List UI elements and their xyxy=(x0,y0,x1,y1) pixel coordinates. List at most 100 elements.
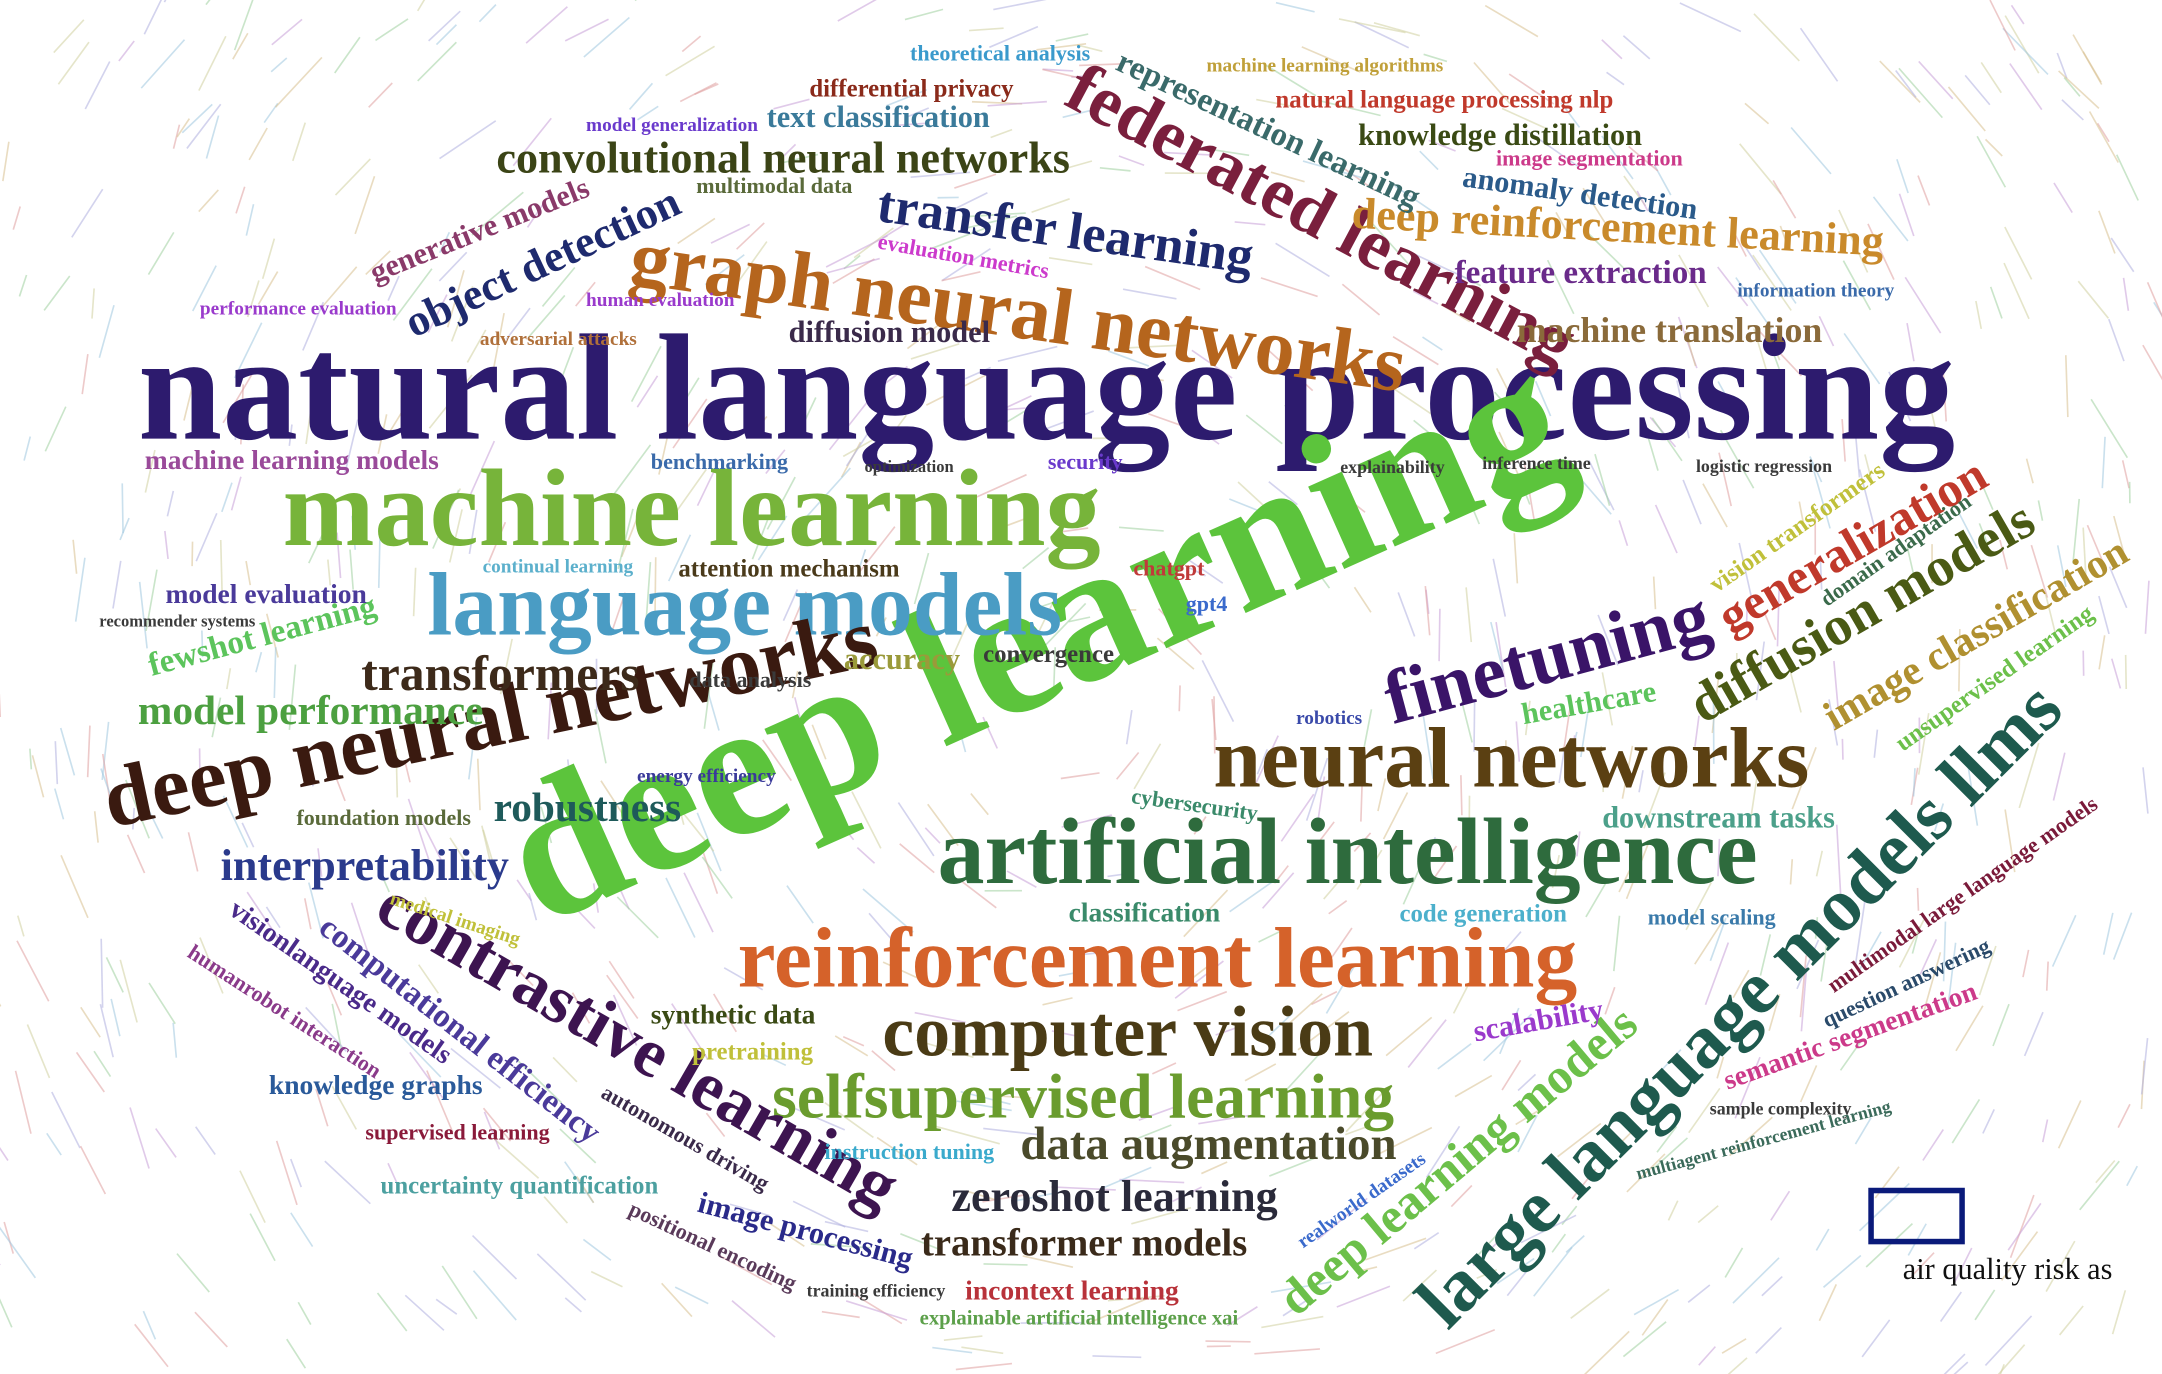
noise-dash xyxy=(398,1033,442,1078)
noise-dash xyxy=(75,1051,105,1093)
noise-dash xyxy=(970,793,989,816)
noise-dash xyxy=(1580,707,1590,758)
noise-dash xyxy=(29,748,33,770)
noise-dash xyxy=(273,647,277,698)
noise-dash xyxy=(1735,277,1773,330)
noise-dash xyxy=(1601,135,1634,180)
noise-dash xyxy=(336,532,342,579)
noise-dash xyxy=(897,802,935,857)
noise-dash xyxy=(1116,751,1140,780)
noise-dash xyxy=(821,1310,860,1319)
noise-dash xyxy=(824,1101,874,1139)
word: interpretability xyxy=(221,841,509,890)
noise-dash xyxy=(1498,431,1523,482)
noise-dash xyxy=(1618,520,1629,546)
noise-dash xyxy=(2088,111,2119,163)
noise-dash xyxy=(961,881,997,909)
noise-dash xyxy=(143,0,163,35)
noise-dash xyxy=(1119,1178,1185,1184)
noise-dash xyxy=(1879,60,1921,103)
noise-dash xyxy=(144,449,156,493)
noise-dash xyxy=(172,1022,178,1058)
word: natural language processing xyxy=(138,304,1955,473)
noise-dash xyxy=(1373,21,1420,37)
noise-dash xyxy=(1195,426,1220,445)
noise-dash xyxy=(792,1200,846,1228)
noise-dash xyxy=(468,509,478,554)
noise-dash xyxy=(1799,27,1839,82)
noise-dash xyxy=(945,192,988,215)
noise-dash xyxy=(331,1003,343,1050)
noise-dash xyxy=(0,1298,13,1328)
noise-dash xyxy=(1501,107,1547,129)
noise-dash xyxy=(993,0,1047,11)
noise-dash xyxy=(677,217,716,245)
noise-dash xyxy=(2061,99,2084,121)
noise-dash xyxy=(53,788,65,820)
noise-dash xyxy=(53,19,85,54)
noise-dash xyxy=(134,1323,169,1368)
noise-dash xyxy=(751,517,770,560)
selection-box[interactable] xyxy=(1868,1187,1965,1245)
word: uncertainty quantification xyxy=(381,1172,659,1199)
noise-dash xyxy=(2052,752,2066,801)
noise-dash xyxy=(1353,832,1372,852)
noise-dash xyxy=(126,834,146,874)
noise-dash xyxy=(525,6,568,44)
word: knowledge graphs xyxy=(269,1069,483,1100)
noise-dash xyxy=(1604,986,1616,1015)
noise-dash xyxy=(245,560,252,586)
noise-dash xyxy=(1779,225,1790,250)
noise-dash xyxy=(219,540,224,598)
noise-dash xyxy=(1174,960,1224,999)
noise-dash xyxy=(1495,368,1511,396)
noise-dash xyxy=(1060,527,1089,533)
noise-dash xyxy=(302,301,325,351)
noise-dash xyxy=(499,638,513,695)
word: foundation models xyxy=(296,805,471,830)
noise-dash xyxy=(592,883,600,913)
noise-dash xyxy=(694,83,719,96)
noise-dash xyxy=(665,45,716,77)
noise-dash xyxy=(1678,254,1710,308)
noise-dash xyxy=(719,1254,773,1286)
noise-dash xyxy=(1612,915,1621,972)
word: convergence xyxy=(983,641,1114,668)
noise-dash xyxy=(1514,389,1544,422)
word: zeroshot learning xyxy=(951,1172,1277,1221)
noise-dash xyxy=(564,1297,582,1313)
noise-dash xyxy=(914,1011,966,1024)
noise-dash xyxy=(762,1053,787,1067)
noise-dash xyxy=(1413,1231,1440,1250)
noise-dash xyxy=(1704,942,1730,1006)
noise-dash xyxy=(1201,660,1235,722)
noise-dash xyxy=(491,312,505,376)
word: performance evaluation xyxy=(200,299,397,320)
noise-dash xyxy=(845,407,885,467)
word: incontext learning xyxy=(965,1274,1179,1305)
noise-dash xyxy=(1934,803,1945,832)
word: machine learning algorithms xyxy=(1206,56,1443,77)
noise-dash xyxy=(658,426,671,475)
noise-dash xyxy=(1476,1268,1498,1280)
noise-dash xyxy=(1651,1049,1682,1081)
word: training efficiency xyxy=(807,1281,946,1301)
noise-dash xyxy=(842,1035,865,1047)
noise-dash xyxy=(1698,1346,1716,1366)
noise-dash xyxy=(952,705,967,753)
noise-dash xyxy=(1753,13,1800,62)
noise-dash xyxy=(1520,482,1531,505)
noise-dash xyxy=(3,1221,15,1254)
word: continual learning xyxy=(483,556,634,577)
noise-dash xyxy=(991,395,1032,416)
noise-dash xyxy=(148,982,176,1025)
noise-dash xyxy=(334,36,361,74)
noise-dash xyxy=(915,1039,974,1059)
noise-dash xyxy=(1758,249,1797,304)
noise-dash xyxy=(1718,452,1733,507)
noise-dash xyxy=(1753,328,1770,377)
noise-dash xyxy=(198,189,219,213)
noise-dash xyxy=(2111,1290,2127,1335)
word: pretraining xyxy=(692,1038,813,1065)
noise-dash xyxy=(112,560,122,609)
